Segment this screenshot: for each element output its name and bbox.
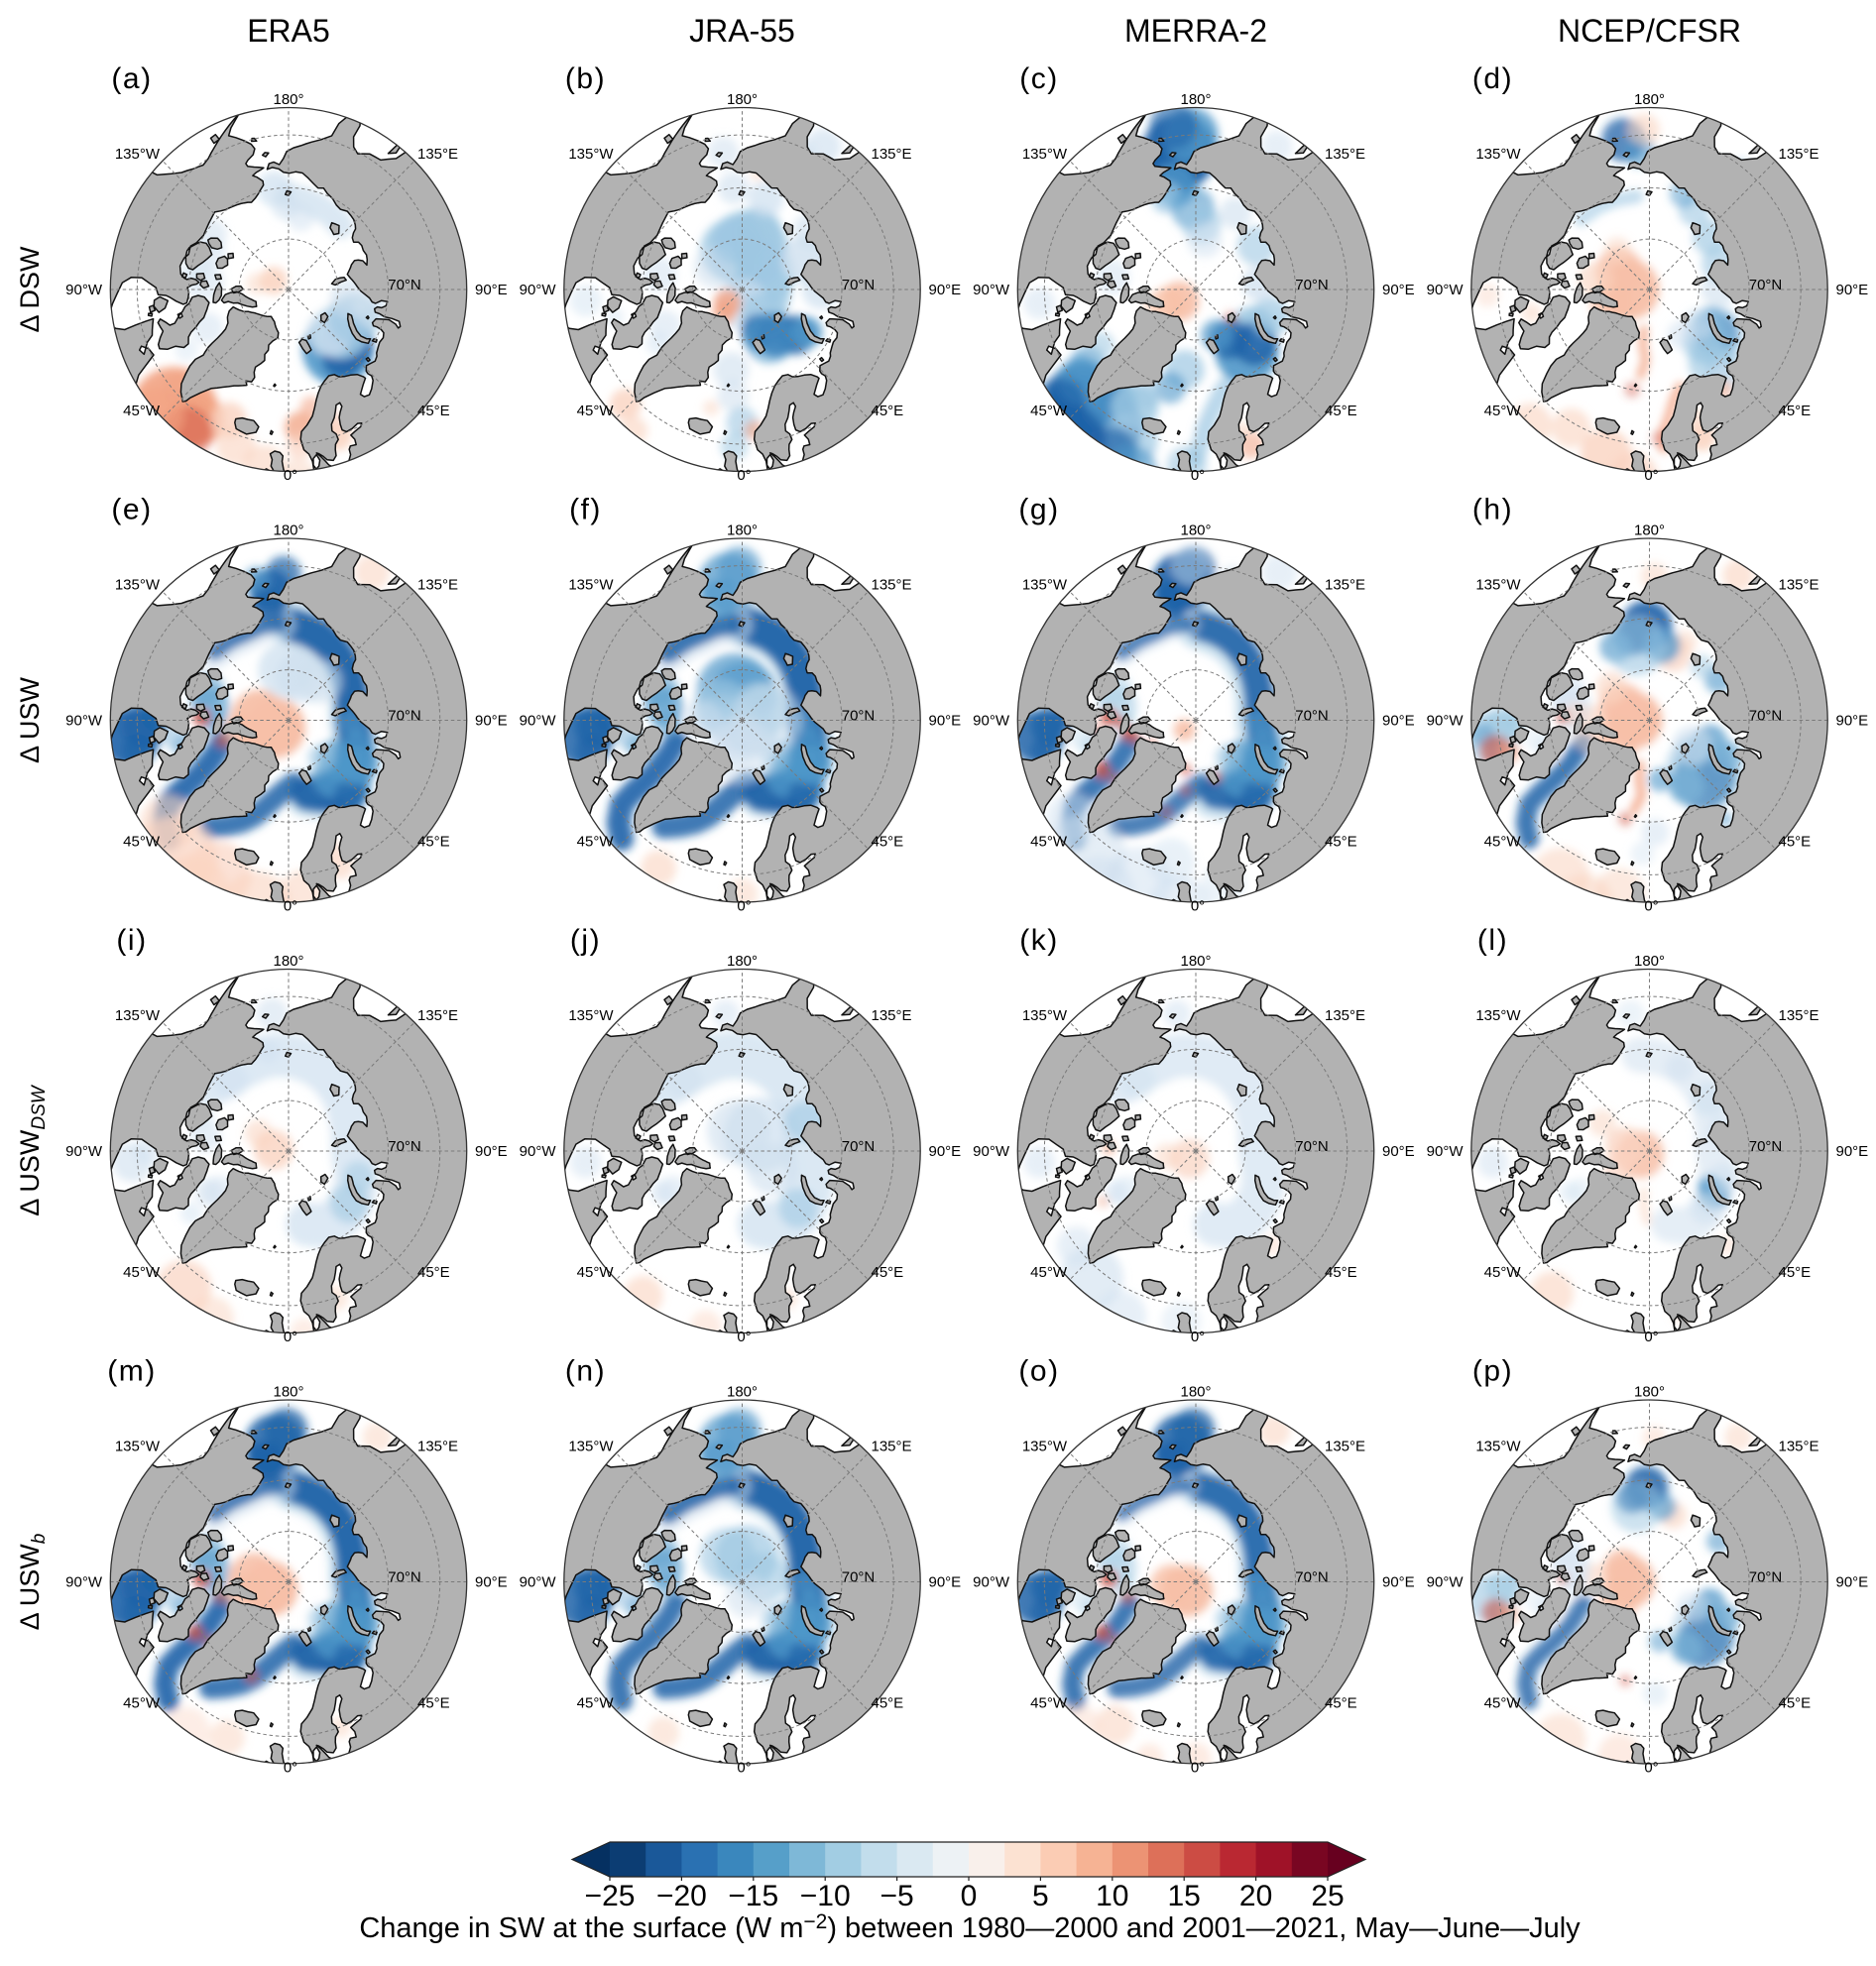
svg-text:(p): (p) (1472, 1355, 1513, 1388)
svg-text:(g): (g) (1018, 494, 1059, 526)
svg-text:−20: −20 (656, 1880, 707, 1912)
svg-text:−5: −5 (879, 1880, 913, 1912)
svg-text:20: 20 (1239, 1880, 1272, 1912)
svg-text:(j): (j) (570, 924, 601, 957)
svg-text:NCEP/CFSR: NCEP/CFSR (1558, 13, 1741, 49)
svg-text:JRA-55: JRA-55 (689, 13, 795, 49)
svg-text:15: 15 (1168, 1880, 1201, 1912)
svg-text:(h): (h) (1472, 494, 1513, 526)
svg-text:(f): (f) (569, 494, 602, 526)
svg-text:(l): (l) (1477, 924, 1508, 957)
svg-text:(d): (d) (1472, 62, 1513, 95)
svg-text:Δ USW: Δ USW (15, 676, 45, 763)
svg-text:Δ USWb: Δ USWb (15, 1534, 50, 1631)
svg-text:25: 25 (1311, 1880, 1344, 1912)
svg-text:(e): (e) (111, 494, 152, 526)
svg-text:−15: −15 (728, 1880, 778, 1912)
svg-text:ERA5: ERA5 (247, 13, 330, 49)
svg-text:−10: −10 (800, 1880, 851, 1912)
svg-text:(a): (a) (111, 62, 152, 95)
svg-text:(m): (m) (107, 1355, 156, 1388)
svg-text:−25: −25 (585, 1880, 636, 1912)
svg-text:10: 10 (1096, 1880, 1128, 1912)
svg-text:Change in SW at the surface (W: Change in SW at the surface (W m−2) betw… (359, 1910, 1581, 1944)
svg-text:Δ DSW: Δ DSW (15, 246, 45, 333)
svg-text:(b): (b) (565, 62, 606, 95)
svg-text:MERRA-2: MERRA-2 (1124, 13, 1267, 49)
svg-text:(i): (i) (116, 924, 147, 957)
svg-text:(n): (n) (565, 1355, 606, 1388)
svg-text:0: 0 (961, 1880, 978, 1912)
svg-text:(k): (k) (1019, 924, 1058, 957)
svg-text:(o): (o) (1018, 1355, 1059, 1388)
svg-text:(c): (c) (1019, 62, 1058, 95)
svg-text:5: 5 (1032, 1880, 1049, 1912)
